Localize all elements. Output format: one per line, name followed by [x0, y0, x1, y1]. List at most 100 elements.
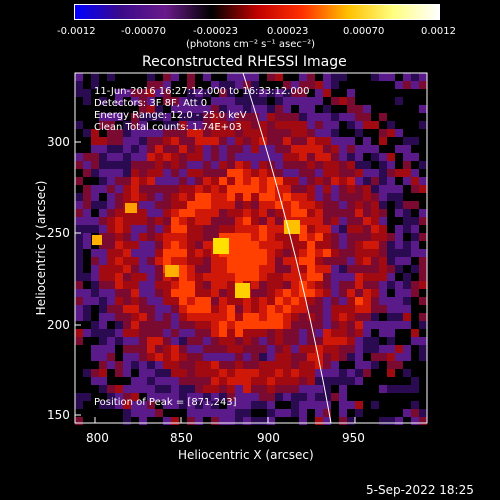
- image-pixel: [395, 265, 403, 273]
- image-pixel: [299, 177, 307, 185]
- image-pixel: [227, 217, 235, 225]
- image-pixel: [403, 225, 411, 233]
- image-pixel: [283, 265, 291, 273]
- image-pixel: [139, 73, 147, 81]
- colorbar-tick-label-2: -0.00023: [193, 26, 238, 37]
- image-pixel: [339, 297, 347, 305]
- image-pixel: [243, 409, 251, 417]
- image-pixel: [83, 153, 91, 161]
- image-pixel: [91, 209, 99, 217]
- image-pixel: [275, 417, 283, 425]
- image-pixel: [75, 121, 83, 129]
- image-pixel: [203, 385, 211, 393]
- image-pixel: [347, 153, 355, 161]
- image-pixel: [339, 249, 347, 257]
- image-pixel: [115, 121, 123, 129]
- image-pixel: [195, 289, 203, 297]
- image-pixel: [219, 337, 227, 345]
- image-pixel: [195, 73, 203, 81]
- image-pixel: [75, 153, 83, 161]
- image-pixel: [195, 217, 203, 225]
- image-pixel: [235, 385, 243, 393]
- image-pixel: [147, 209, 155, 217]
- image-pixel: [403, 137, 411, 145]
- image-pixel: [123, 305, 131, 313]
- image-pixel: [219, 417, 227, 425]
- image-pixel: [419, 297, 427, 305]
- image-pixel: [155, 73, 163, 81]
- image-pixel: [219, 145, 227, 153]
- image-pixel: [315, 169, 323, 177]
- image-pixel: [211, 289, 219, 297]
- image-pixel: [419, 201, 427, 209]
- image-pixel: [419, 273, 427, 281]
- image-pixel: [91, 369, 99, 377]
- image-pixel: [275, 409, 283, 417]
- image-pixel: [283, 185, 291, 193]
- image-pixel: [315, 249, 323, 257]
- image-pixel: [99, 369, 107, 377]
- image-pixel: [371, 73, 379, 81]
- image-pixel: [107, 129, 115, 137]
- image-pixel: [235, 97, 243, 105]
- image-pixel: [219, 377, 227, 385]
- image-pixel: [139, 281, 147, 289]
- image-pixel: [115, 137, 123, 145]
- image-pixel: [163, 73, 171, 81]
- image-pixel: [187, 73, 195, 81]
- image-pixel: [179, 105, 187, 113]
- image-pixel: [275, 145, 283, 153]
- image-pixel: [179, 257, 187, 265]
- image-pixel: [323, 129, 331, 137]
- image-pixel: [411, 361, 419, 369]
- image-pixel: [363, 409, 371, 417]
- image-pixel: [163, 297, 171, 305]
- image-pixel: [411, 393, 419, 401]
- image-pixel: [419, 113, 427, 121]
- image-pixel: [227, 121, 235, 129]
- image-pixel: [123, 377, 131, 385]
- image-pixel: [147, 401, 155, 409]
- image-pixel: [323, 185, 331, 193]
- image-pixel: [139, 361, 147, 369]
- image-pixel: [235, 321, 243, 329]
- image-pixel: [403, 377, 411, 385]
- image-pixel: [363, 393, 371, 401]
- image-pixel: [403, 417, 411, 425]
- image-pixel: [387, 321, 395, 329]
- image-pixel: [131, 185, 139, 193]
- image-pixel: [291, 81, 299, 89]
- image-pixel: [107, 289, 115, 297]
- image-pixel: [355, 73, 363, 81]
- image-pixel: [211, 281, 219, 289]
- image-pixel: [211, 297, 219, 305]
- image-pixel: [259, 97, 267, 105]
- colorbar-tick-label-5: 0.0012: [421, 26, 456, 37]
- image-pixel: [235, 345, 243, 353]
- image-pixel: [171, 81, 179, 89]
- image-pixel: [339, 233, 347, 241]
- image-pixel: [203, 201, 211, 209]
- image-pixel: [155, 401, 163, 409]
- image-pixel: [83, 113, 91, 121]
- image-pixel: [195, 393, 203, 401]
- image-pixel: [131, 113, 139, 121]
- image-pixel: [291, 393, 299, 401]
- image-pixel: [99, 409, 107, 417]
- image-pixel: [235, 169, 243, 177]
- image-pixel: [363, 369, 371, 377]
- image-pixel: [387, 161, 395, 169]
- image-pixel: [395, 113, 403, 121]
- image-pixel: [371, 129, 379, 137]
- image-pixel: [235, 161, 243, 169]
- image-pixel: [75, 417, 83, 425]
- image-pixel: [283, 233, 291, 241]
- image-pixel: [411, 89, 419, 97]
- x-tick-label-950: 950: [342, 431, 365, 445]
- image-pixel: [291, 401, 299, 409]
- image-pixel: [155, 265, 163, 273]
- image-pixel: [259, 257, 267, 265]
- image-pixel: [179, 313, 187, 321]
- image-pixel: [211, 361, 219, 369]
- image-pixel: [163, 81, 171, 89]
